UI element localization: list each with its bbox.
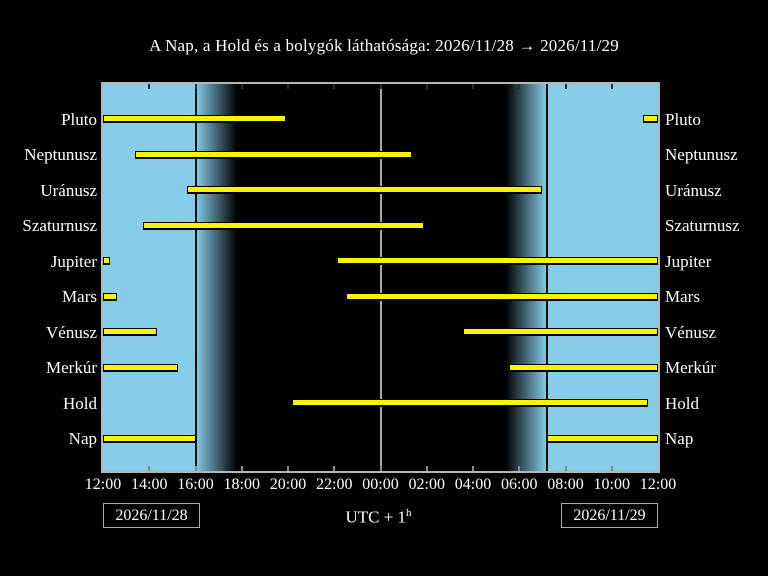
timezone-label: UTC + 1h [101, 507, 656, 528]
row-label-right-uránusz: Uránusz [665, 180, 722, 200]
visibility-bar-vénusz [463, 328, 658, 336]
row-label-left-nap: Nap [68, 429, 97, 448]
axis-tick [564, 84, 567, 89]
axis-tick [425, 466, 428, 471]
axis-tick [333, 84, 336, 89]
x-axis-labels: 12:00 14:00 16:00 18:00 20:00 22:00 00:00 02:00… [85, 476, 676, 498]
x-tick-label: 20:00 [269, 476, 307, 493]
axis-tick [518, 466, 521, 471]
visibility-bar-merkúr [103, 363, 178, 372]
x-tick-label: 00:00 [362, 476, 399, 493]
visibility-bar-jupiter [103, 257, 110, 265]
x-tick-label: 10:00 [593, 476, 630, 493]
axis-tick [194, 84, 197, 89]
visibility-bar-hold [291, 399, 649, 407]
x-tick-label: 12:00 [639, 476, 677, 493]
x-tick-label: 12:00 [84, 476, 122, 493]
row-label-left-vénusz: Vénusz [46, 322, 97, 342]
axis-tick [148, 84, 151, 89]
visibility-bar-merkúr [509, 363, 658, 372]
x-tick-label: 02:00 [408, 476, 445, 493]
axis-tick [240, 466, 243, 471]
x-tick-label: 18:00 [223, 476, 260, 493]
visibility-bar-mars [103, 292, 117, 301]
visibility-bar-pluto [642, 115, 658, 123]
axis-tick [472, 466, 474, 471]
axis-tick [472, 84, 474, 89]
axis-tick [148, 466, 151, 471]
x-tick-label: 16:00 [177, 476, 214, 493]
timezone-text: UTC + 1 [345, 507, 407, 527]
row-label-right-neptunusz: Neptunusz [665, 145, 738, 164]
visibility-bar-jupiter [337, 257, 658, 265]
plot-area [101, 82, 660, 473]
row-label-left-szaturnusz: Szaturnusz [22, 216, 97, 235]
row-label-left-hold: Hold [63, 393, 97, 413]
axis-tick [287, 466, 289, 471]
axis-tick [564, 466, 567, 471]
axis-tick [333, 466, 336, 471]
axis-tick [425, 84, 428, 89]
date-box-start: 2026/11/28 [103, 503, 200, 528]
chart-title: A Nap, a Hold és a bolygók láthatósága: … [149, 36, 619, 55]
timezone-superscript: h [406, 507, 412, 519]
row-label-left-uránusz: Uránusz [40, 180, 97, 200]
row-label-right-vénusz: Vénusz [665, 322, 716, 342]
visibility-bar-uránusz [186, 186, 543, 194]
row-label-right-hold: Hold [665, 393, 699, 413]
row-label-right-szaturnusz: Szaturnusz [665, 216, 740, 235]
row-label-left-merkúr: Merkúr [46, 358, 97, 377]
axis-tick [610, 466, 613, 471]
row-label-left-pluto: Pluto [61, 109, 97, 129]
x-tick-label: 22:00 [316, 476, 353, 493]
row-label-right-mars: Mars [665, 287, 700, 306]
x-tick-label: 04:00 [454, 476, 492, 493]
visibility-bar-neptunusz [134, 150, 412, 159]
visibility-bar-pluto [103, 115, 287, 123]
visibility-bar-szaturnusz [143, 221, 424, 230]
row-label-left-neptunusz: Neptunusz [24, 145, 97, 164]
axis-tick [610, 84, 613, 89]
x-tick-label: 08:00 [547, 476, 584, 493]
visibility-bar-mars [345, 292, 658, 301]
axis-tick [240, 84, 243, 89]
row-labels-right: Pluto Neptunusz Uránusz Szaturnusz Jupiter Ma… [665, 84, 765, 471]
axis-tick [379, 466, 382, 471]
axis-tick [379, 84, 382, 89]
row-label-left-jupiter: Jupiter [50, 251, 97, 271]
axis-tick [518, 84, 521, 89]
row-label-right-jupiter: Jupiter [665, 251, 712, 271]
row-label-left-mars: Mars [62, 287, 97, 306]
axis-tick [287, 84, 289, 89]
visibility-bar-vénusz [103, 328, 157, 336]
x-tick-label: 14:00 [131, 476, 168, 493]
row-label-right-merkúr: Merkúr [665, 358, 716, 377]
axis-tick [194, 466, 197, 471]
date-box-end: 2026/11/29 [561, 503, 658, 528]
sunset-line [194, 84, 197, 471]
x-tick-label: 06:00 [501, 476, 538, 493]
sunrise-line [546, 84, 548, 471]
row-label-right-pluto: Pluto [665, 109, 701, 129]
midnight-line [379, 84, 382, 471]
row-label-right-nap: Nap [665, 429, 694, 448]
visibility-bar-nap [103, 434, 196, 443]
row-labels-left: Pluto Neptunusz Uránusz Szaturnusz Jupiter Ma… [0, 84, 97, 471]
visibility-bar-nap [547, 434, 658, 443]
